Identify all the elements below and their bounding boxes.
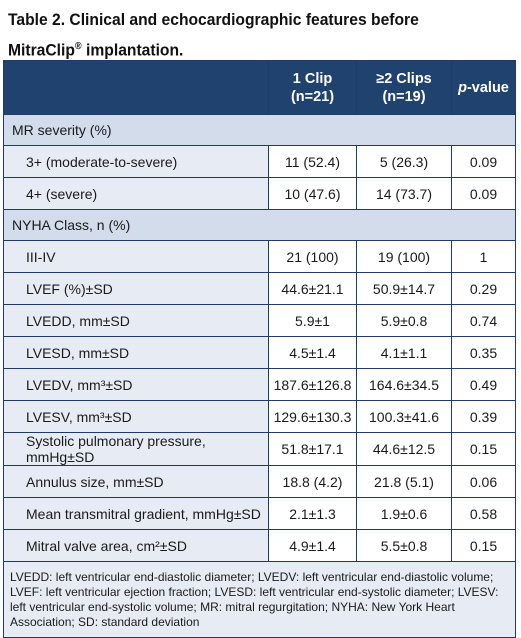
p-value: 0.15: [451, 529, 516, 562]
p-value: 0.74: [451, 304, 516, 337]
one-clip-value: 4.5±1.4: [268, 336, 357, 369]
two-plus-clips-value: 5.5±0.8: [356, 529, 452, 562]
row-label: 3+ (moderate-to-severe): [3, 145, 269, 178]
two-plus-clips-value: 44.6±12.5: [356, 432, 452, 466]
one-clip-value: 2.1±1.3: [268, 497, 357, 530]
section-row: MR severity (%): [3, 114, 516, 146]
two-plus-clips-value: 164.6±34.5: [356, 368, 452, 401]
row-label: III-IV: [3, 240, 269, 273]
row-label: LVEF (%)±SD: [3, 272, 269, 305]
table-row: Mean transmitral gradient, mmHg±SD 2.1±1.…: [3, 497, 516, 530]
footnote: LVEDD: left ventricular end-diastolic di…: [3, 561, 516, 638]
two-plus-clips-value: 50.9±14.7: [356, 272, 452, 305]
row-label: 4+ (severe): [3, 177, 269, 210]
footnote-row: LVEDD: left ventricular end-diastolic di…: [3, 561, 516, 638]
two-plus-clips-value: 4.1±1.1: [356, 336, 452, 369]
p-value: 0.09: [451, 145, 516, 178]
section-label: MR severity (%): [3, 114, 516, 146]
two-plus-clips-value: 5 (26.3): [356, 145, 452, 178]
table-row: LVEDD, mm±SD 5.9±1 5.9±0.8 0.74: [3, 304, 516, 337]
p-value: 0.06: [451, 465, 516, 498]
title-line-1: Table 2. Clinical and echocardiographic …: [8, 10, 419, 29]
p-value: 0.15: [451, 432, 516, 466]
one-clip-value: 4.9±1.4: [268, 529, 357, 562]
p-value: 0.29: [451, 272, 516, 305]
table-row: 3+ (moderate-to-severe) 11 (52.4) 5 (26.3)…: [3, 145, 516, 178]
title-line-2: MitraClip® implantation.: [8, 33, 473, 64]
table-row: LVEDV, mm³±SD 187.6±126.8 164.6±34.5 0.49: [3, 368, 516, 401]
row-label: LVEDD, mm±SD: [3, 304, 269, 337]
row-label: LVESD, mm±SD: [3, 336, 269, 369]
one-clip-value: 51.8±17.1: [268, 432, 357, 466]
one-clip-value: 11 (52.4): [268, 145, 357, 178]
row-label: LVESV, mm³±SD: [3, 400, 269, 433]
one-clip-value: 21 (100): [268, 240, 357, 273]
header-p-value: p-value: [451, 60, 516, 115]
table-row: LVESD, mm±SD 4.5±1.4 4.1±1.1 0.35: [3, 336, 516, 369]
table-body: MR severity (%) 3+ (moderate-to-severe) 11…: [3, 114, 516, 562]
two-plus-clips-value: 21.8 (5.1): [356, 465, 452, 498]
header-one-clip: 1 Clip (n=21): [268, 60, 357, 115]
p-value: 0.35: [451, 336, 516, 369]
p-value: 0.09: [451, 177, 516, 210]
one-clip-value: 10 (47.6): [268, 177, 357, 210]
section-row: NYHA Class, n (%): [3, 209, 516, 241]
header-row: 1 Clip (n=21) ≥2 Clips (n=19) p-value: [3, 60, 516, 115]
two-plus-clips-value: 100.3±41.6: [356, 400, 452, 433]
title-suffix: implantation.: [81, 40, 184, 60]
row-label: Annulus size, mm±SD: [3, 465, 269, 498]
table-row: III-IV 21 (100) 19 (100) 1: [3, 240, 516, 273]
table-row: Systolic pulmonary pressure, mmHg±SD 51.8…: [3, 432, 516, 466]
two-plus-clips-value: 14 (73.7): [356, 177, 452, 210]
section-label: NYHA Class, n (%): [3, 209, 516, 241]
p-value: 1: [451, 240, 516, 273]
registered-mark: ®: [74, 41, 82, 52]
table-row: LVEF (%)±SD 44.6±21.1 50.9±14.7 0.29: [3, 272, 516, 305]
table-title: Table 2. Clinical and echocardiographic …: [8, 6, 473, 64]
p-value: 0.39: [451, 400, 516, 433]
table-row: 4+ (severe) 10 (47.6) 14 (73.7) 0.09: [3, 177, 516, 210]
clinical-features-table: 1 Clip (n=21) ≥2 Clips (n=19) p-value MR s…: [3, 60, 516, 638]
p-value: 0.49: [451, 368, 516, 401]
header-two-plus-clips: ≥2 Clips (n=19): [356, 60, 452, 115]
two-plus-clips-value: 19 (100): [356, 240, 452, 273]
row-label: LVEDV, mm³±SD: [3, 368, 269, 401]
one-clip-value: 187.6±126.8: [268, 368, 357, 401]
two-plus-clips-value: 5.9±0.8: [356, 304, 452, 337]
one-clip-value: 18.8 (4.2): [268, 465, 357, 498]
table-row: Annulus size, mm±SD 18.8 (4.2) 21.8 (5.1) 0…: [3, 465, 516, 498]
one-clip-value: 129.6±130.3: [268, 400, 357, 433]
header-label-column: [3, 60, 269, 115]
one-clip-value: 5.9±1: [268, 304, 357, 337]
p-value: 0.58: [451, 497, 516, 530]
one-clip-value: 44.6±21.1: [268, 272, 357, 305]
table-row: LVESV, mm³±SD 129.6±130.3 100.3±41.6 0.39: [3, 400, 516, 433]
two-plus-clips-value: 1.9±0.6: [356, 497, 452, 530]
title-product-name: MitraClip: [8, 40, 75, 60]
row-label: Mitral valve area, cm²±SD: [3, 529, 269, 562]
table-row: Mitral valve area, cm²±SD 4.9±1.4 5.5±0.8 0…: [3, 529, 516, 562]
row-label: Mean transmitral gradient, mmHg±SD: [3, 497, 269, 530]
row-label: Systolic pulmonary pressure, mmHg±SD: [3, 432, 269, 466]
